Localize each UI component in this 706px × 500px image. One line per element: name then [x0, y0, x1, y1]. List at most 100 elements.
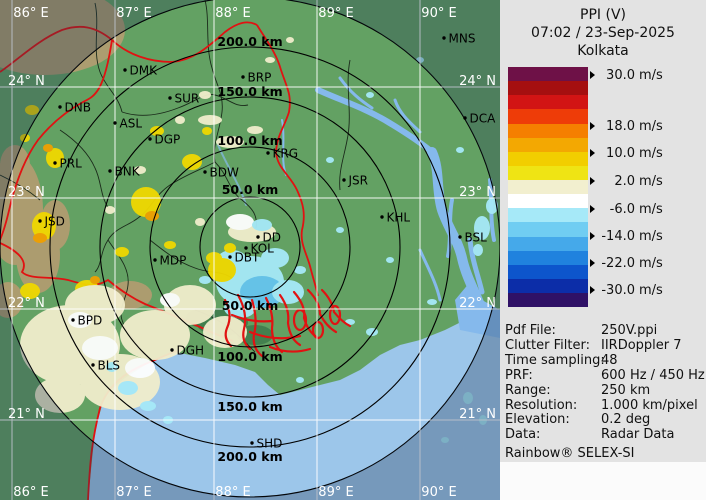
echo-patch	[82, 336, 118, 360]
lat-label-left: 21° N	[8, 407, 45, 422]
legend-unit: m/s	[639, 145, 663, 161]
colorbar-segment	[508, 250, 588, 265]
info-row: Clutter Filter: IIRDoppler 7	[505, 338, 703, 354]
station-label-bdw: BDW	[210, 166, 239, 180]
radar-map: 86° E 86° E 87° E 87° E 88° E 88° E 89° E 89° E…	[0, 0, 500, 500]
colorbar-segment	[508, 194, 588, 209]
legend-arrow-icon	[590, 286, 595, 294]
range-ring-250km	[0, 0, 500, 498]
station-label-dmk: DMK	[130, 64, 159, 78]
station-label-shd: SHD	[257, 437, 283, 451]
station-dot	[241, 75, 245, 79]
legend-entry: -14.0 m/s	[590, 228, 702, 244]
echo-patch	[486, 198, 498, 214]
lon-label-bottom: 89° E	[318, 485, 353, 500]
info-label: Range:	[505, 382, 551, 398]
station-dot	[342, 178, 346, 182]
echo-patch	[105, 206, 115, 214]
station-label-mdp: MDP	[160, 254, 187, 268]
range-ring-label: 150.0 km	[217, 399, 282, 414]
info-value: Radar Data	[601, 427, 675, 443]
echo-patch	[199, 276, 211, 284]
legend-unit: m/s	[639, 173, 663, 189]
echo-patch	[474, 216, 490, 240]
echo-patch	[296, 377, 304, 383]
legend-arrow-icon	[590, 149, 595, 157]
info-label: Data:	[505, 427, 541, 443]
panel-title-block: PPI (V) 07:02 / 23-Sep-2025 Kolkata	[500, 6, 706, 60]
echo-patch	[326, 157, 334, 163]
info-row: Range: 250 km	[505, 382, 703, 399]
panel-bottom-area	[500, 462, 706, 500]
echo-patch	[247, 126, 263, 134]
colorbar-segment	[508, 151, 588, 166]
info-panel: PPI (V) 07:02 / 23-Sep-2025 Kolkata 30.0…	[500, 0, 706, 500]
colorbar-segment	[508, 278, 588, 293]
station-label-dd: DD	[263, 231, 281, 245]
colorbar-segment	[508, 222, 588, 237]
station-dot	[38, 219, 42, 223]
station-label-dca: DCA	[470, 112, 497, 126]
info-label: Resolution:	[505, 397, 578, 413]
station-dot	[458, 235, 462, 239]
echo-patch	[463, 392, 473, 404]
range-rings	[0, 0, 500, 498]
legend-unit: m/s	[639, 118, 663, 134]
info-value: 250 km	[601, 382, 651, 398]
legend-value: -30.0	[601, 282, 635, 298]
info-row: Elevation: 0.2 deg	[505, 412, 703, 428]
echo-patch	[224, 298, 256, 318]
lon-label-bottom: 87° E	[116, 485, 151, 500]
colorbar-segment	[508, 123, 588, 138]
station-label-dbt: DBT	[235, 251, 260, 265]
echo-patch	[427, 299, 437, 305]
echo-patch	[252, 219, 272, 231]
lon-label-top: 86° E	[13, 6, 48, 21]
legend-entry: 30.0 m/s	[590, 67, 702, 83]
station-dot	[256, 235, 260, 239]
colorbar-segment	[508, 180, 588, 195]
range-ring-label: 50.0 km	[222, 182, 279, 197]
echo-patch	[120, 310, 190, 360]
station-dot	[244, 246, 248, 250]
legend-arrow-icon	[590, 232, 595, 240]
lon-label-top: 87° E	[116, 6, 151, 21]
echo-patch	[195, 218, 205, 226]
range-ring-100km	[149, 146, 351, 348]
echo-patch	[145, 211, 159, 221]
colorbar-segment	[508, 109, 588, 124]
range-ring-200km	[49, 46, 451, 448]
colorbar-segment	[508, 95, 588, 110]
echo-patch	[198, 115, 222, 125]
legend-unit: m/s	[639, 228, 663, 244]
echo-patch	[456, 147, 464, 153]
lat-label-left: 22° N	[8, 296, 45, 311]
station-dot	[463, 116, 467, 120]
station-dot	[53, 161, 57, 165]
echo-patch	[118, 381, 138, 395]
legend-unit: m/s	[639, 282, 663, 298]
echo-patch	[160, 293, 180, 307]
echo-patch	[265, 57, 275, 63]
colorbar-segment	[508, 67, 588, 82]
station-dot	[380, 215, 384, 219]
station-label-dgp: DGP	[155, 133, 181, 147]
station-dot	[91, 363, 95, 367]
station-label-brp: BRP	[248, 71, 272, 85]
echo-patch	[35, 377, 85, 413]
legend-entry: 2.0 m/s	[590, 173, 702, 189]
info-value: 0.2 deg	[601, 412, 651, 428]
colorbar-segment	[508, 208, 588, 223]
legend-value: -14.0	[601, 228, 635, 244]
station-dot	[266, 151, 270, 155]
map-labels: 86° E 86° E 87° E 87° E 88° E 88° E 89° E 89° E…	[8, 6, 496, 500]
legend-entry: -30.0 m/s	[590, 282, 702, 298]
legend-entry: -22.0 m/s	[590, 255, 702, 271]
station-dot	[113, 121, 117, 125]
echo-patch	[20, 283, 40, 299]
product-info-list: Pdf File: 250V.ppi Clutter Filter: IIRDoppl…	[505, 323, 705, 443]
legend-unit: m/s	[639, 255, 663, 271]
station-label-bls: BLS	[98, 359, 121, 373]
station-dot	[203, 170, 207, 174]
lon-label-bottom: 90° E	[421, 485, 456, 500]
